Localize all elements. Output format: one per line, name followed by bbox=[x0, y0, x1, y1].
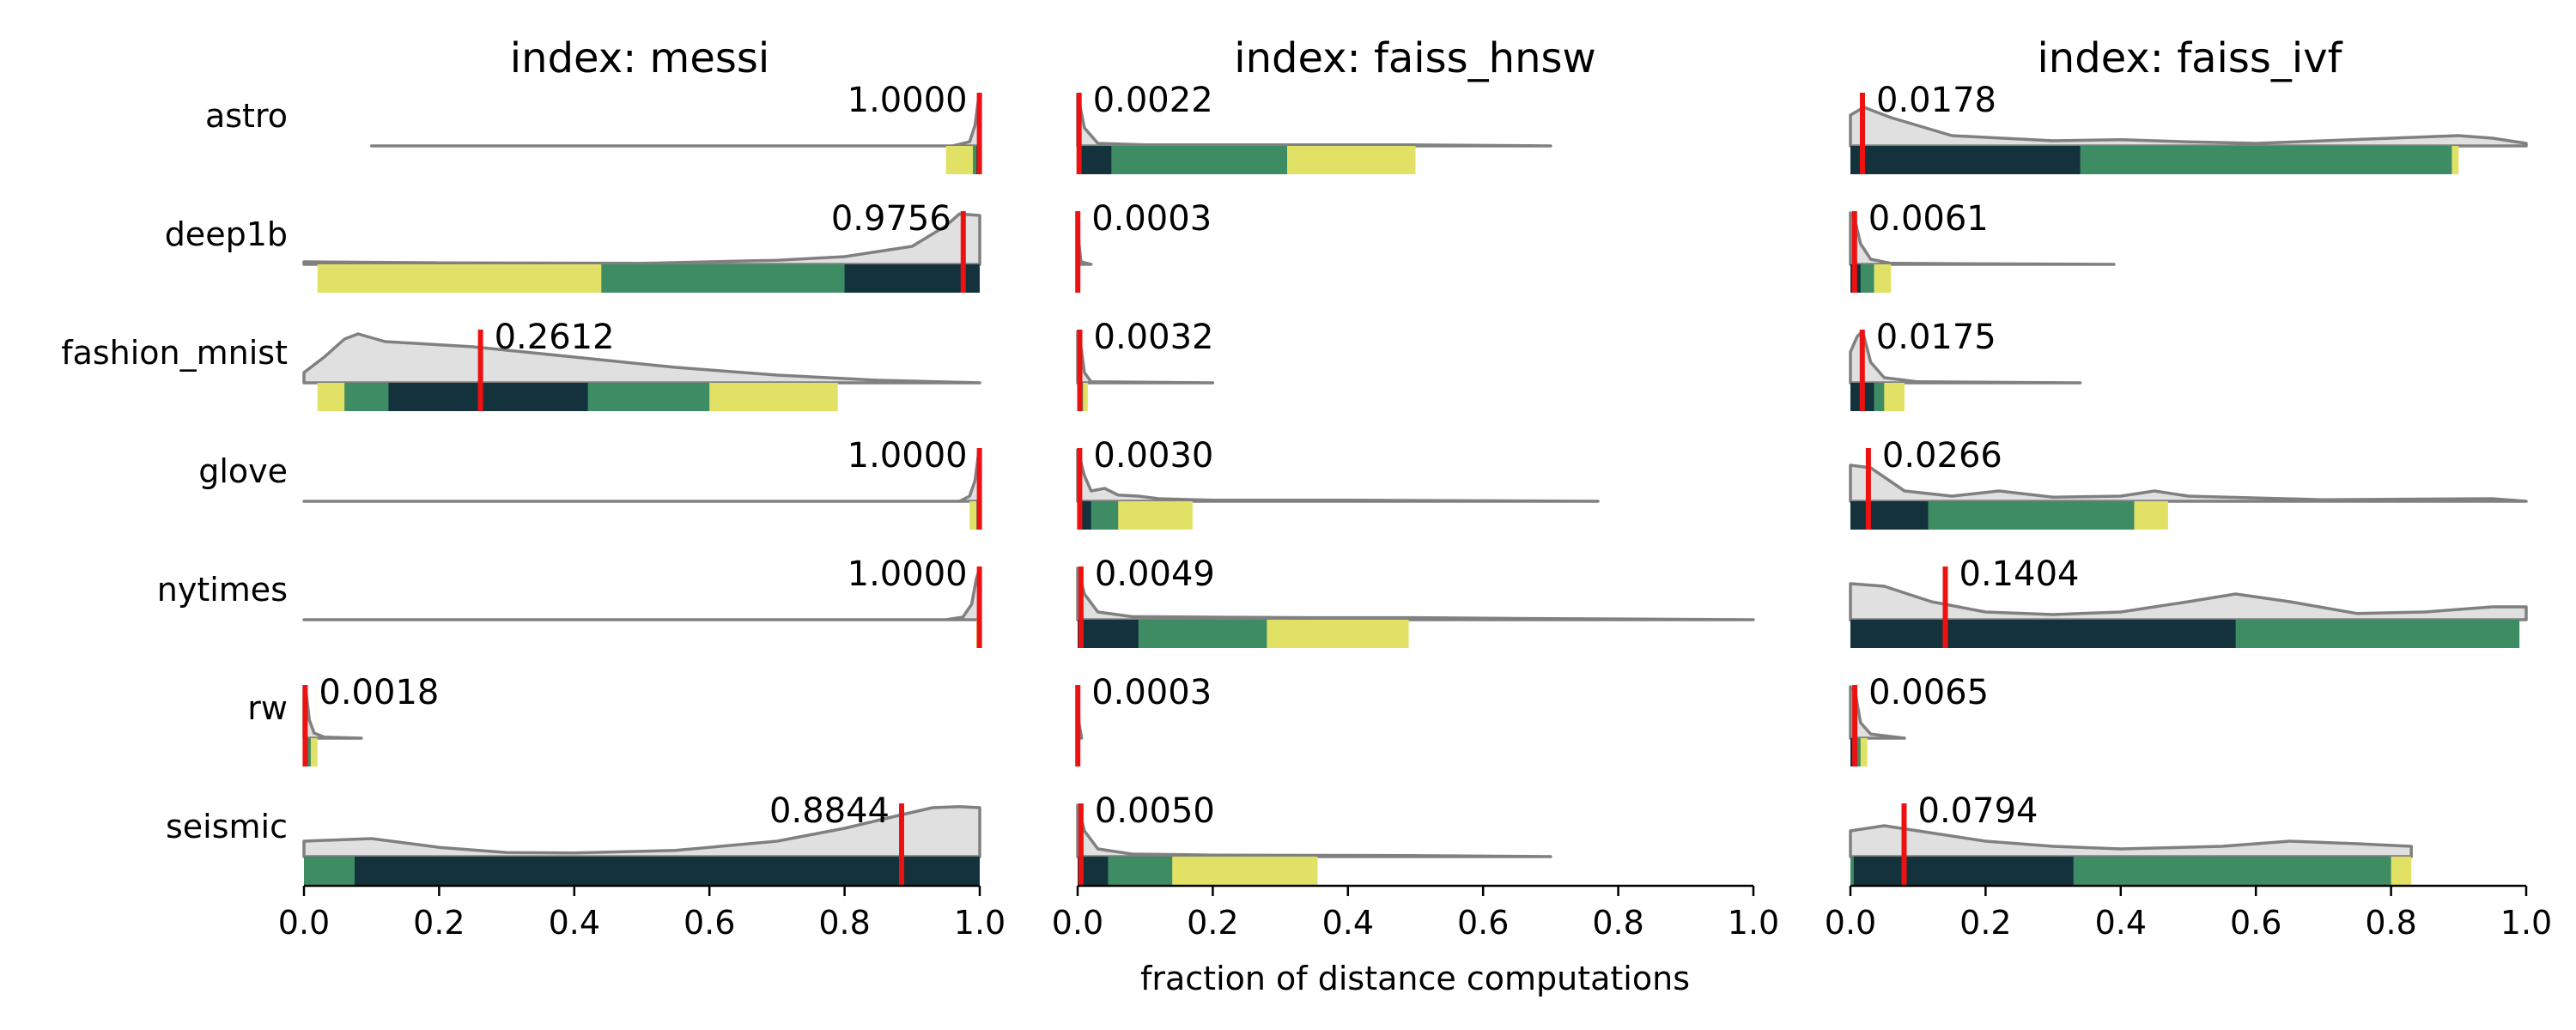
row-label-deep1b: deep1b bbox=[164, 215, 288, 253]
median-label-2-astro: 0.0178 bbox=[1876, 81, 1996, 120]
median-label-1-astro: 0.0022 bbox=[1093, 81, 1213, 120]
median-label-0-glove: 1.0000 bbox=[848, 436, 968, 476]
median-label-1-deep1b: 0.0003 bbox=[1091, 199, 1212, 239]
median-label-2-rw: 0.0065 bbox=[1868, 673, 1989, 712]
range-bar-inner-0-fashion-mnist bbox=[388, 383, 588, 411]
x-tick-label-1-3: 0.6 bbox=[1457, 904, 1509, 942]
x-tick-label-1-5: 1.0 bbox=[1728, 904, 1779, 942]
range-bar-inner-0-seismic bbox=[355, 857, 980, 885]
median-label-1-nytimes: 0.0049 bbox=[1095, 554, 1215, 594]
x-tick-label-2-3: 0.6 bbox=[2230, 904, 2281, 942]
row-label-seismic: seismic bbox=[166, 808, 288, 845]
x-tick-label-0-3: 0.6 bbox=[683, 904, 735, 942]
median-label-1-glove: 0.0030 bbox=[1093, 436, 1213, 476]
range-bar-outer-0-glove bbox=[969, 501, 980, 530]
density-0-fashion-mnist bbox=[302, 332, 981, 385]
x-tick-label-2-0: 0.0 bbox=[1825, 904, 1876, 942]
x-tick-label-0-2: 0.4 bbox=[549, 904, 600, 942]
range-bar-inner-0-deep1b bbox=[844, 264, 980, 293]
x-tick-label-0-4: 0.8 bbox=[818, 904, 870, 942]
median-label-2-fashion-mnist: 0.0175 bbox=[1876, 318, 1996, 357]
density-2-nytimes bbox=[1849, 582, 2528, 621]
median-label-1-seismic: 0.0050 bbox=[1095, 791, 1215, 831]
median-label-0-rw: 0.0018 bbox=[319, 673, 439, 712]
x-axis-title: fraction of distance computations bbox=[1140, 960, 1690, 997]
median-label-1-fashion-mnist: 0.0032 bbox=[1094, 318, 1214, 357]
median-label-0-astro: 1.0000 bbox=[848, 81, 968, 120]
density-0-seismic bbox=[302, 805, 981, 858]
median-label-2-nytimes: 0.1404 bbox=[1959, 554, 2080, 594]
median-label-0-fashion-mnist: 0.2612 bbox=[495, 318, 615, 357]
x-tick-label-2-4: 0.8 bbox=[2365, 904, 2416, 942]
row-label-glove: glove bbox=[198, 452, 288, 490]
x-tick-label-0-1: 0.2 bbox=[413, 904, 465, 942]
row-label-fashion-mnist: fashion_mnist bbox=[61, 334, 288, 372]
x-tick-label-1-4: 0.8 bbox=[1592, 904, 1643, 942]
range-bar-inner-2-glove bbox=[1850, 501, 1929, 530]
range-bar-inner-1-nytimes bbox=[1078, 620, 1139, 648]
median-label-0-seismic: 0.8844 bbox=[769, 791, 890, 831]
density-0-deep1b bbox=[302, 212, 981, 266]
median-label-2-seismic: 0.0794 bbox=[1918, 791, 2038, 831]
density-1-glove bbox=[1076, 448, 1600, 503]
row-label-nytimes: nytimes bbox=[156, 571, 288, 609]
median-label-0-deep1b: 0.9756 bbox=[831, 199, 951, 239]
median-label-1-rw: 0.0003 bbox=[1091, 673, 1212, 712]
x-tick-label-0-5: 1.0 bbox=[954, 904, 1005, 942]
panel-title-faiss-ivf: index: faiss_ivf bbox=[2037, 34, 2342, 82]
range-bar-middle-1-astro bbox=[1078, 146, 1287, 174]
x-tick-label-2-5: 1.0 bbox=[2500, 904, 2552, 942]
x-tick-label-1-1: 0.2 bbox=[1187, 904, 1238, 942]
row-label-rw: rw bbox=[247, 689, 288, 727]
range-bar-inner-2-seismic bbox=[1853, 857, 2074, 885]
panel-title-faiss-hnsw: index: faiss_hnsw bbox=[1234, 34, 1596, 82]
x-tick-label-2-1: 0.2 bbox=[1959, 904, 2011, 942]
x-tick-label-2-2: 0.4 bbox=[2095, 904, 2147, 942]
range-bar-inner-2-nytimes bbox=[1850, 620, 2236, 648]
density-2-seismic bbox=[1849, 824, 2413, 858]
row-label-astro: astro bbox=[204, 97, 288, 135]
range-bar-inner-1-astro bbox=[1078, 146, 1112, 174]
density-2-fashion-mnist bbox=[1849, 330, 2082, 385]
panel-title-messi: index: messi bbox=[509, 34, 770, 82]
density-2-deep1b bbox=[1849, 211, 2116, 266]
x-tick-label-1-2: 0.4 bbox=[1322, 904, 1374, 942]
median-label-0-nytimes: 1.0000 bbox=[848, 554, 968, 594]
median-label-2-glove: 0.0266 bbox=[1882, 436, 2002, 476]
density-2-astro bbox=[1849, 106, 2528, 148]
range-bar-middle-0-astro bbox=[973, 146, 980, 174]
density-2-glove bbox=[1849, 464, 2528, 503]
x-tick-label-1-0: 0.0 bbox=[1052, 904, 1103, 942]
range-bar-inner-2-astro bbox=[1850, 146, 2081, 174]
x-tick-label-0-0: 0.0 bbox=[278, 904, 330, 942]
median-label-2-deep1b: 0.0061 bbox=[1868, 199, 1989, 239]
